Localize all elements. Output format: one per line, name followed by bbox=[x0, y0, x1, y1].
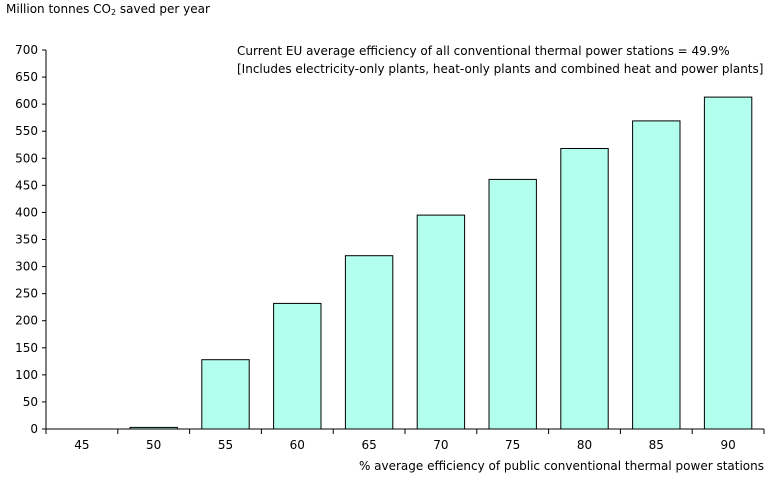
y-tick-label-550: 550 bbox=[15, 124, 38, 138]
x-tick-label-70: 70 bbox=[433, 438, 448, 452]
y-tick-label-150: 150 bbox=[15, 341, 38, 355]
y-tick-label-700: 700 bbox=[15, 43, 38, 57]
x-tick-label-55: 55 bbox=[218, 438, 233, 452]
x-tick-label-85: 85 bbox=[649, 438, 664, 452]
y-tick-label-600: 600 bbox=[15, 97, 38, 111]
bar-85 bbox=[632, 120, 681, 430]
x-tick-label-45: 45 bbox=[74, 438, 89, 452]
bar-70 bbox=[416, 214, 466, 430]
x-axis-title: % average efficiency of public conventio… bbox=[358, 459, 764, 473]
y-tick-label-200: 200 bbox=[15, 314, 38, 328]
x-tick-label-50: 50 bbox=[146, 438, 161, 452]
y-tick-label-650: 650 bbox=[15, 70, 38, 84]
y-tick-label-400: 400 bbox=[15, 205, 38, 219]
y-tick-label-0: 0 bbox=[30, 422, 38, 436]
x-tick-label-75: 75 bbox=[505, 438, 520, 452]
x-tick-label-80: 80 bbox=[577, 438, 592, 452]
y-tick-label-50: 50 bbox=[23, 395, 38, 409]
bar-75 bbox=[488, 178, 537, 430]
x-tick-label-60: 60 bbox=[290, 438, 305, 452]
y-tick-label-100: 100 bbox=[15, 368, 38, 382]
y-tick-label-500: 500 bbox=[15, 151, 38, 165]
bar-80 bbox=[560, 148, 609, 430]
bar-60 bbox=[273, 302, 322, 430]
annotation-current-average: Current EU average efficiency of all con… bbox=[237, 44, 730, 58]
bar-65 bbox=[344, 255, 394, 430]
x-tick-label-90: 90 bbox=[720, 438, 735, 452]
annotation-includes-note: [Includes electricity-only plants, heat-… bbox=[237, 62, 764, 76]
bar-90 bbox=[703, 96, 753, 430]
y-tick-label-300: 300 bbox=[15, 260, 38, 274]
y-tick-label-250: 250 bbox=[15, 287, 38, 301]
y-tick-label-450: 450 bbox=[15, 178, 38, 192]
x-tick-label-65: 65 bbox=[361, 438, 376, 452]
y-axis-title: Million tonnes CO2 saved per year bbox=[6, 2, 210, 17]
y-tick-label-350: 350 bbox=[15, 233, 38, 247]
bar-55 bbox=[201, 359, 250, 430]
